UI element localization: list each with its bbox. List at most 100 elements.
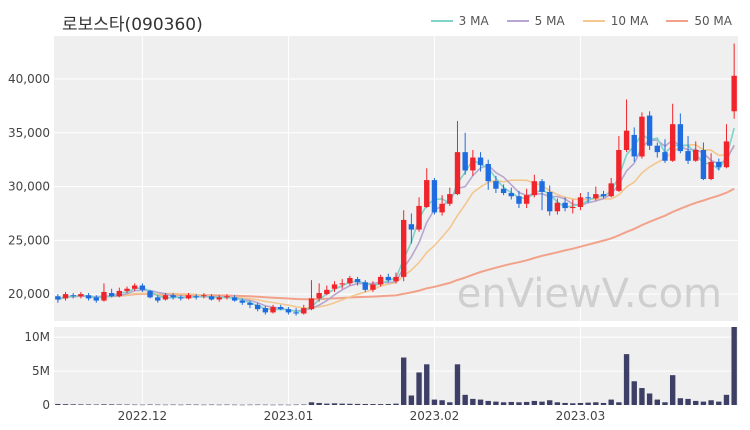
candle-body — [70, 295, 76, 297]
candle-body — [155, 297, 161, 301]
candle-body — [508, 193, 514, 197]
candle-body — [362, 282, 368, 290]
volume-bar — [93, 404, 99, 406]
volume-bar — [608, 399, 614, 405]
candle-body — [55, 296, 61, 300]
candle-body — [523, 195, 530, 204]
legend-label: 5 MA — [534, 14, 565, 28]
candle-body — [623, 130, 630, 150]
volume-bar — [485, 400, 491, 405]
volume-bar — [439, 400, 445, 405]
volume-tick-label: 0 — [42, 398, 50, 412]
candle-body — [393, 276, 399, 282]
volume-bar — [646, 393, 653, 405]
candle-body — [716, 161, 722, 168]
price-tick-label: 35,000 — [8, 126, 50, 140]
volume-bar — [677, 398, 684, 405]
volume-bar — [577, 402, 584, 405]
candle-body — [347, 277, 353, 284]
legend-label: 50 MA — [694, 14, 732, 28]
volume-bar — [216, 404, 222, 406]
candle-body — [354, 279, 361, 283]
candle-body — [547, 191, 553, 212]
volume-bar — [170, 404, 176, 406]
candle-body — [654, 145, 660, 153]
candle-body — [216, 297, 222, 300]
watermark: enViewV.com — [457, 271, 722, 317]
candle-body — [539, 181, 545, 192]
volume-bar — [362, 403, 368, 405]
candle-body — [669, 124, 676, 161]
candle-body — [224, 296, 230, 298]
volume-bar — [270, 404, 276, 406]
volume-bar — [331, 403, 338, 405]
candle-body — [124, 288, 130, 291]
candle-body — [531, 181, 538, 196]
volume-bar — [493, 401, 499, 405]
candle-body — [377, 276, 384, 285]
candle-body — [485, 163, 491, 182]
candle-body — [339, 283, 345, 285]
volume-bar — [654, 399, 660, 405]
volume-bar — [477, 399, 484, 405]
candle-body — [170, 295, 176, 298]
candle-body — [554, 202, 561, 212]
volume-bar — [339, 403, 345, 405]
candle-body — [646, 115, 653, 146]
volume-bar — [639, 388, 645, 405]
volume-bar — [470, 398, 476, 405]
volume-bar — [124, 404, 130, 406]
volume-bar — [347, 403, 353, 405]
candle-body — [178, 297, 184, 299]
volume-bar — [600, 402, 607, 405]
legend-swatch — [430, 20, 453, 22]
candle-body — [600, 194, 607, 197]
price-tick-label: 20,000 — [8, 287, 50, 301]
candle-body — [616, 150, 622, 191]
volume-bar — [585, 402, 591, 405]
candle-body — [293, 312, 299, 314]
candle-body — [324, 289, 330, 295]
volume-bar — [324, 403, 330, 405]
x-tick-label: 2023.03 — [556, 409, 606, 423]
candle-body — [116, 290, 123, 297]
candle-body — [439, 203, 445, 213]
candle-body — [608, 183, 614, 197]
volume-bar — [231, 404, 238, 406]
x-tick-label: 2022.12 — [118, 409, 168, 423]
volume-bar — [370, 404, 376, 405]
volume-bar — [247, 404, 253, 406]
volume-bar — [293, 404, 299, 406]
legend-swatch — [666, 20, 689, 22]
candle-body — [316, 293, 322, 299]
volume-bar — [562, 402, 568, 405]
candle-body — [208, 296, 215, 300]
candle-body — [78, 294, 84, 297]
volume-bar — [254, 404, 261, 406]
candle-body — [447, 194, 453, 204]
candle-body — [693, 150, 699, 161]
candle-body — [708, 161, 714, 180]
legend-item: 5 MA — [506, 14, 565, 28]
volume-bar — [693, 400, 699, 405]
volume-bar — [208, 404, 215, 406]
candle-body — [631, 134, 637, 157]
candle-body — [493, 181, 499, 189]
candle-body — [500, 188, 507, 194]
candle-body — [247, 302, 253, 305]
candle-body — [570, 207, 576, 209]
volume-bar — [554, 402, 561, 405]
volume-bar — [631, 381, 637, 405]
candle-body — [723, 141, 730, 168]
volume-bar — [700, 401, 707, 405]
candle-body — [239, 300, 245, 303]
volume-bar — [531, 400, 538, 405]
volume-tick-label: 10M — [24, 330, 50, 344]
candle-body — [93, 297, 99, 301]
candle-body — [700, 150, 707, 180]
candle-body — [62, 294, 69, 299]
candle-body — [85, 295, 92, 299]
candle-body — [162, 295, 169, 300]
candle-body — [454, 152, 461, 195]
